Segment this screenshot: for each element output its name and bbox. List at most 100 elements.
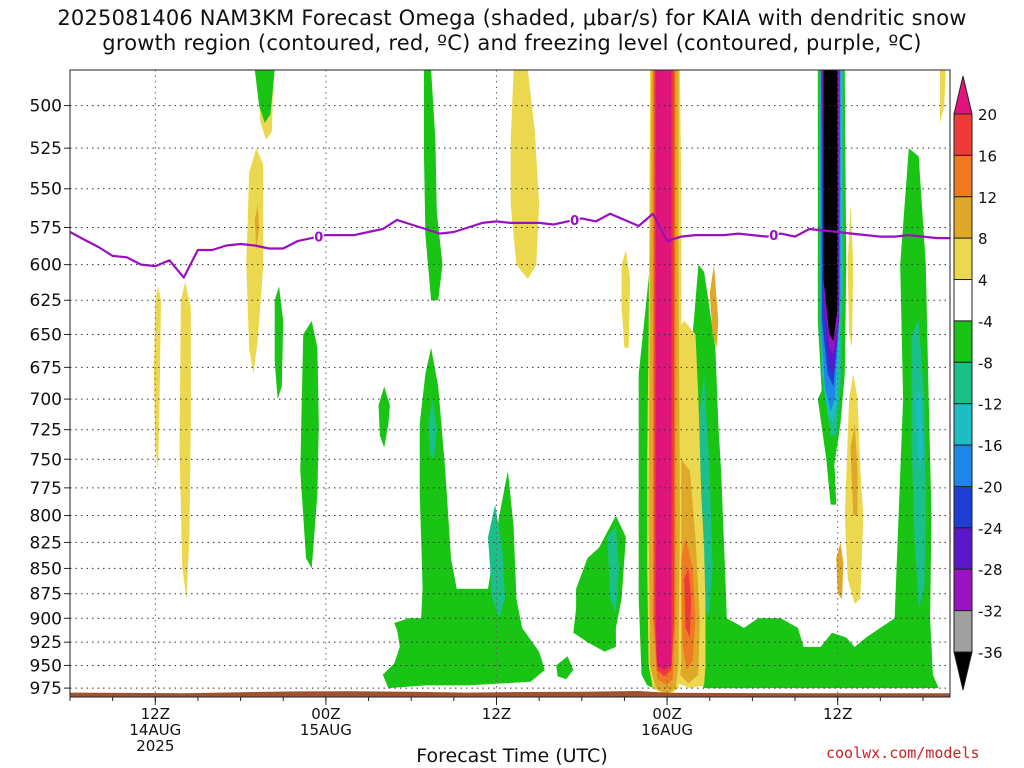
colorbar-label: -16	[978, 437, 1003, 455]
omega-region	[847, 204, 854, 348]
colorbar-label: -28	[978, 561, 1003, 579]
chart-title: 2025081406 NAM3KM Forecast Omega (shaded…	[0, 6, 1024, 56]
x-tick-label: 12Z	[823, 705, 852, 723]
omega-region	[836, 542, 844, 599]
colorbar-label: -24	[978, 520, 1003, 538]
y-tick-label: 600	[30, 256, 62, 276]
omega-region	[382, 347, 545, 689]
y-tick-label: 650	[30, 325, 62, 345]
x-tick-label: 15AUG	[300, 721, 352, 739]
colorbar-label: -12	[978, 396, 1003, 414]
x-tick-label: 12Z	[482, 705, 511, 723]
y-tick-label: 925	[30, 633, 62, 653]
colorbar-swatch	[953, 568, 973, 612]
colorbar-swatch	[953, 320, 973, 363]
colorbar-swatch	[953, 610, 973, 653]
colorbar-label: 12	[978, 189, 997, 207]
y-tick-label: 700	[30, 390, 62, 410]
y-tick-label: 525	[30, 139, 62, 159]
omega-region	[428, 399, 437, 460]
freezing-level-label: 0	[314, 231, 323, 246]
colorbar-label: -4	[978, 313, 993, 331]
colorbar-label: 4	[978, 272, 988, 290]
freezing-level-line	[70, 212, 950, 279]
colorbar-swatch	[953, 279, 973, 322]
chart-title-line2: growth region (contoured, red, ºC) and f…	[102, 31, 922, 55]
colorbar-label: -32	[978, 603, 1003, 621]
omega-region	[684, 568, 692, 638]
omega-region	[621, 250, 631, 348]
freezing-label-bg	[768, 227, 779, 243]
omega-region	[655, 70, 672, 670]
omega-region	[510, 70, 540, 279]
chart-title-line1: 2025081406 NAM3KM Forecast Omega (shaded…	[57, 6, 967, 30]
y-tick-label: 675	[30, 358, 62, 378]
y-tick-label: 625	[30, 291, 62, 311]
y-tick-label: 875	[30, 585, 62, 605]
omega-region	[915, 386, 923, 471]
y-tick-label: 750	[30, 450, 62, 470]
omega-region	[153, 286, 161, 471]
plot-frame	[69, 69, 951, 698]
x-tick-label: 12Z	[141, 705, 170, 723]
colorbar-swatch	[953, 527, 973, 570]
y-tick-label: 900	[30, 609, 62, 629]
omega-region	[689, 148, 939, 689]
omega-region	[254, 70, 275, 123]
y-tick-label: 800	[30, 507, 62, 527]
omega-region	[709, 264, 719, 348]
freezing-level-label: 0	[570, 214, 579, 229]
colorbar-label: -36	[978, 644, 1003, 662]
colorbar-swatch	[953, 113, 973, 156]
omega-region	[698, 373, 713, 619]
omega-region	[254, 204, 260, 250]
colorbar-label: -20	[978, 478, 1003, 496]
omega-region	[556, 656, 574, 680]
omega-region	[817, 386, 837, 505]
colorbar-label: 20	[978, 106, 997, 124]
colorbar-label: 8	[978, 230, 988, 248]
y-axis: 500 525 550 575 600 625 650 675 700 725 750 775 800 8…	[30, 97, 70, 699]
x-tick-label: 2025	[136, 737, 174, 755]
x-tick-label: 16AUG	[641, 721, 693, 739]
colorbar-swatch	[953, 485, 973, 529]
y-tick-label: 575	[30, 219, 62, 239]
omega-region	[300, 320, 319, 569]
colorbar-label: -8	[978, 354, 993, 372]
y-tick-label: 500	[30, 97, 62, 117]
colorbar-swatch	[953, 237, 973, 281]
y-tick-label: 725	[30, 421, 62, 441]
y-tick-label: 975	[30, 679, 62, 699]
colorbar-swatch	[953, 444, 973, 487]
x-tick-label: 00Z	[652, 705, 681, 723]
colorbar-swatch	[953, 196, 973, 239]
omega-region	[607, 526, 619, 614]
y-tick-label: 550	[30, 180, 62, 200]
terrain-fill	[70, 691, 950, 697]
colorbar-swatch	[953, 403, 973, 446]
omega-region	[573, 515, 626, 652]
omega-shading	[153, 70, 946, 697]
colorbar-swatch	[953, 361, 973, 405]
colorbar-min-triangle	[953, 651, 973, 691]
x-axis-title: Forecast Time (UTC)	[416, 745, 608, 767]
freezing-label-bg	[313, 228, 324, 244]
y-tick-label: 825	[30, 533, 62, 553]
credit-link[interactable]: coolwx.com/models	[826, 744, 980, 762]
omega-region	[424, 70, 443, 301]
y-tick-label: 950	[30, 656, 62, 676]
freezing-level-contour: 0 0 0	[70, 211, 950, 279]
omega-region	[488, 504, 505, 619]
y-tick-label: 850	[30, 559, 62, 579]
grid	[70, 70, 950, 697]
x-tick-label: 14AUG	[129, 721, 181, 739]
omega-region	[179, 281, 191, 599]
freezing-label-bg	[569, 211, 580, 227]
omega-region	[246, 148, 264, 374]
omega-region	[850, 423, 858, 516]
x-tick-label: 00Z	[311, 705, 340, 723]
colorbar-label: 16	[978, 147, 997, 165]
colorbar: 20 16 12 8 4 -4 -8 -12 -16 -20 -24 -28 -32 -36	[953, 75, 1003, 691]
